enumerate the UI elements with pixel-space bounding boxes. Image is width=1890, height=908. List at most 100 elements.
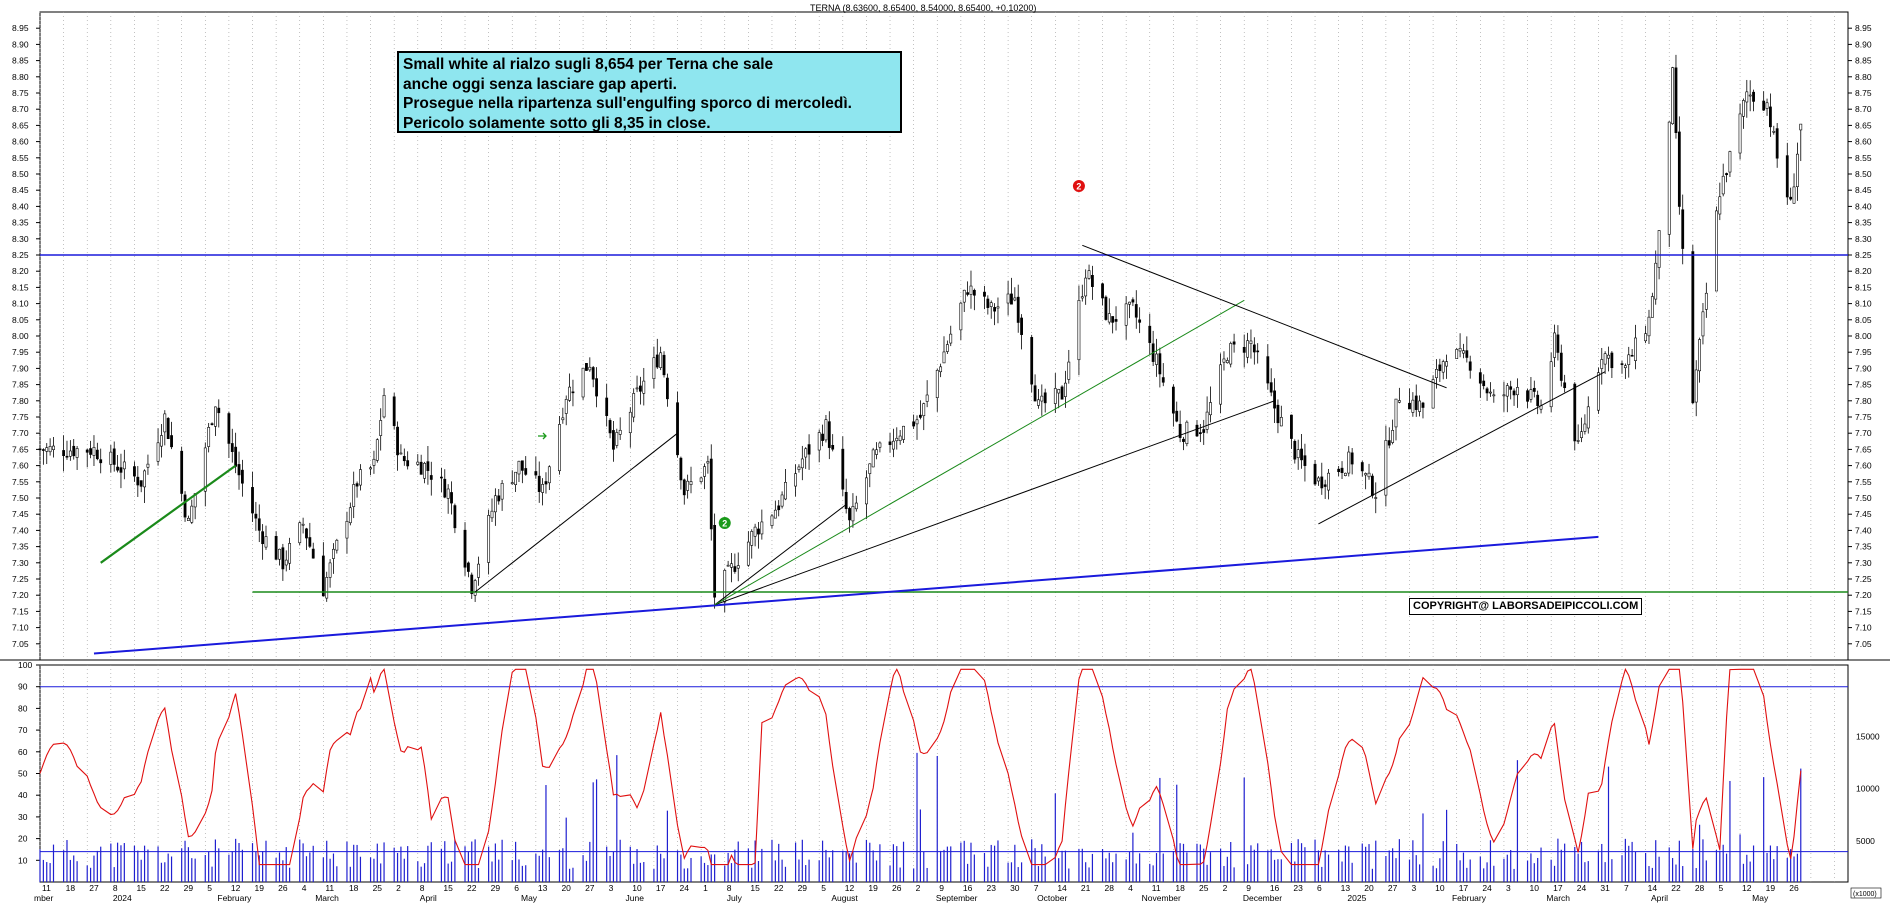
candle-body <box>497 495 501 502</box>
trendline <box>714 504 847 606</box>
candle-body <box>99 459 103 464</box>
annotation-line: Prosegue nella ripartenza sull'engulfing… <box>403 95 852 112</box>
candle-body <box>1276 404 1280 424</box>
y-tick-label-right: 7.35 <box>1855 542 1872 552</box>
x-tick-label: 25 <box>1199 883 1209 893</box>
x-tick-label: 6 <box>1317 883 1322 893</box>
x-tick-label: 13 <box>1341 883 1351 893</box>
candle-body <box>865 477 868 505</box>
candle-body <box>922 403 926 417</box>
candle-body <box>618 429 622 435</box>
candle-body <box>777 505 781 511</box>
candle-body <box>949 333 953 344</box>
y-tick-label-left: 7.50 <box>12 493 29 503</box>
x-month-label: 2024 <box>113 893 132 903</box>
x-tick-label: 29 <box>798 883 808 893</box>
annotation-line: Small white al rialzo sugli 8,654 per Te… <box>403 56 774 73</box>
candle-body <box>1650 296 1654 318</box>
candle-body <box>639 385 642 392</box>
candle-body <box>723 570 727 603</box>
candle-body <box>915 419 919 425</box>
candle-body <box>1421 402 1425 408</box>
candle-body <box>473 580 477 596</box>
candle-body <box>1219 364 1222 405</box>
x-tick-label: 19 <box>255 883 265 893</box>
candle-body <box>1785 155 1789 198</box>
candle-body <box>1300 448 1303 461</box>
y-tick-label-left: 8.35 <box>12 218 29 228</box>
candle-body <box>52 445 55 450</box>
candle-body <box>423 462 426 479</box>
x-tick-label: 26 <box>892 883 902 893</box>
y-tick-label-left: 8.70 <box>12 104 29 114</box>
candle-body <box>770 515 774 526</box>
candle-body <box>1455 349 1459 359</box>
candle-body <box>1563 382 1567 389</box>
candle-body <box>264 536 268 548</box>
x-tick-label: 15 <box>136 883 146 893</box>
candle-body <box>608 420 612 434</box>
candle-body <box>588 366 592 371</box>
candle-body <box>1138 319 1142 323</box>
x-tick-label: 12 <box>231 883 241 893</box>
chart-title: TERNA (8.63600, 8.65400, 8.54000, 8.6540… <box>810 3 1037 13</box>
candle-body <box>699 477 703 483</box>
candle-body <box>1340 467 1344 473</box>
candle-body <box>1620 363 1624 365</box>
candle-body <box>615 432 619 446</box>
candle-body <box>466 562 470 572</box>
candle-body <box>75 448 79 458</box>
x-tick-label: 26 <box>1789 883 1799 893</box>
y-tick-label-right: 8.80 <box>1855 72 1872 82</box>
candle-body <box>1718 196 1722 215</box>
candle-body <box>1465 350 1469 358</box>
candle-body <box>898 435 902 442</box>
candle-body <box>1549 361 1553 408</box>
candle-body <box>406 460 410 467</box>
y-tick-label-right: 7.45 <box>1855 509 1872 519</box>
candle-body <box>942 351 946 364</box>
candle-body <box>335 539 339 551</box>
y-tick-label-right: 8.05 <box>1855 315 1872 325</box>
candle-body <box>328 562 332 578</box>
candle-body <box>568 386 571 401</box>
candle-body <box>355 483 359 487</box>
y-tick-label-right: 8.45 <box>1855 185 1872 195</box>
candle-body <box>1080 296 1084 299</box>
x-tick-label: 29 <box>491 883 501 893</box>
y-tick-label-right: 7.30 <box>1855 558 1872 568</box>
y-tick-label-left: 8.05 <box>12 315 29 325</box>
candle-body <box>1485 388 1489 394</box>
candle-body <box>1559 352 1563 381</box>
osc-tick-label: 20 <box>18 834 28 844</box>
candle-body <box>581 367 585 398</box>
candle-body <box>878 442 882 448</box>
candle-body <box>851 506 855 522</box>
candle-body <box>450 492 453 504</box>
candle-body <box>918 414 922 418</box>
candle-body <box>156 442 160 462</box>
candle-body <box>237 464 241 476</box>
x-tick-label: 5 <box>207 883 212 893</box>
y-tick-label-left: 8.90 <box>12 39 29 49</box>
x-tick-label: 2 <box>1223 883 1228 893</box>
x-tick-label: 29 <box>184 883 194 893</box>
candle-body <box>1064 382 1067 397</box>
candle-body <box>1337 468 1341 472</box>
candle-body <box>62 450 66 456</box>
x-tick-label: 24 <box>1482 883 1492 893</box>
y-tick-label-right: 8.25 <box>1855 250 1872 260</box>
candle-body <box>807 444 811 455</box>
y-tick-label-right: 7.40 <box>1855 525 1872 535</box>
candle-body <box>190 505 194 523</box>
x-tick-label: 1 <box>703 883 708 893</box>
candle-body <box>666 377 669 400</box>
candle-body <box>261 531 265 545</box>
x-tick-label: 21 <box>1081 883 1091 893</box>
x-tick-label: 7 <box>1034 883 1039 893</box>
y-tick-label-left: 8.40 <box>12 201 29 211</box>
x-tick-label: 31 <box>1600 883 1610 893</box>
x-tick-label: 16 <box>1270 883 1280 893</box>
osc-tick-label: 10 <box>18 855 28 865</box>
candle-body <box>1573 383 1577 442</box>
